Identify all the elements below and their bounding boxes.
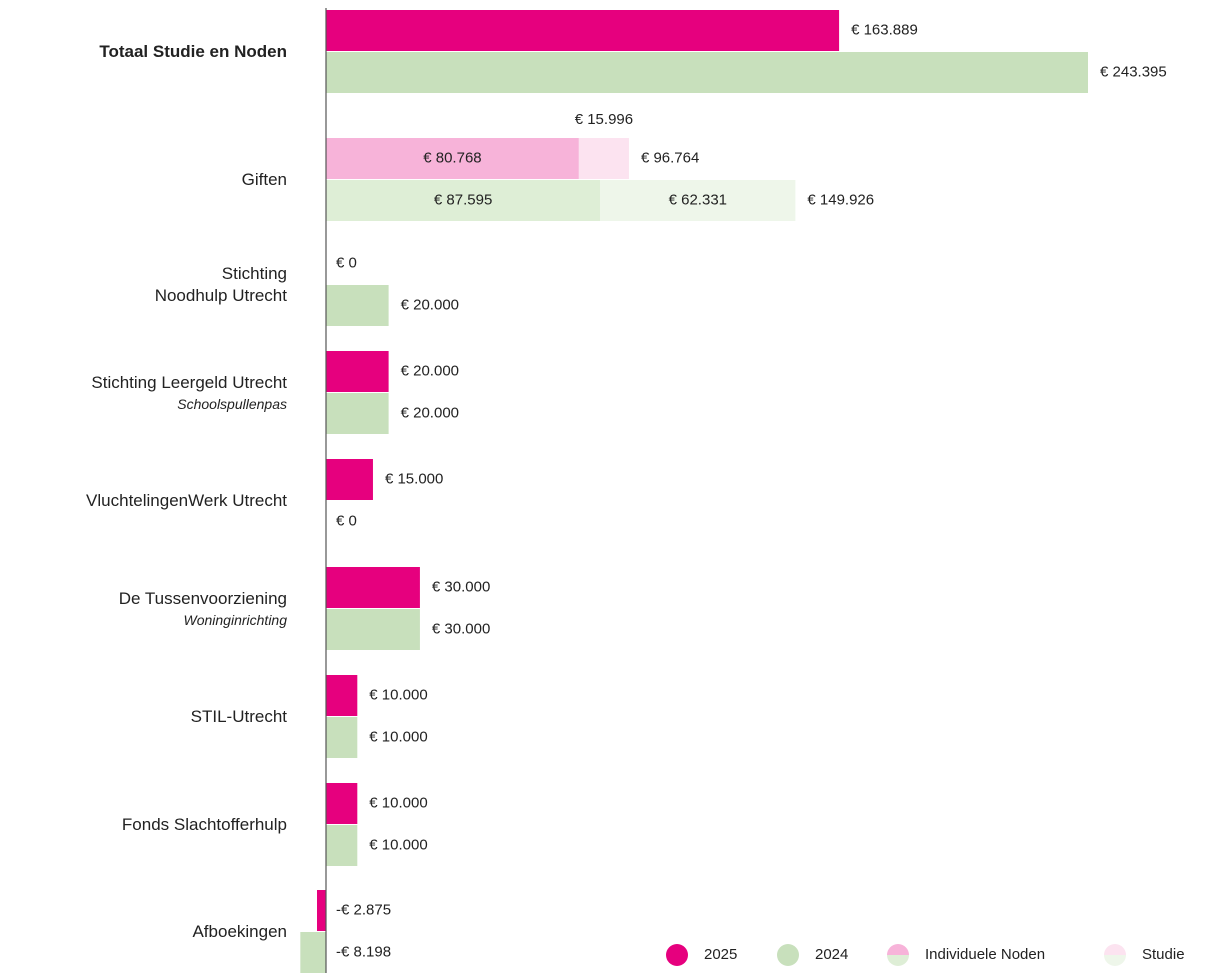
value-label: € 10.000 [369, 686, 427, 703]
value-label: € 10.000 [369, 836, 427, 853]
category-name: De Tussenvoorziening [118, 589, 287, 608]
bar [326, 567, 420, 608]
value-label: € 15.000 [385, 470, 443, 487]
value-label: € 149.926 [807, 191, 874, 208]
value-label: € 10.000 [369, 728, 427, 745]
value-label: € 20.000 [401, 296, 459, 313]
category-name: Totaal Studie en Noden [99, 42, 287, 61]
bar [326, 783, 358, 824]
category-label: Stichting Leergeld Utrecht Schoolspullenp… [91, 372, 287, 414]
legend-label: 2025 [704, 946, 737, 963]
legend-label: Individuele Noden [925, 946, 1045, 963]
bar [326, 675, 358, 716]
bar [326, 285, 389, 326]
segment-label: € 80.768 [423, 149, 481, 166]
value-label: -€ 2.875 [336, 901, 391, 918]
bar-segment [326, 180, 601, 221]
category-name: STIL-Utrecht [190, 707, 287, 726]
bar-segment [326, 138, 579, 179]
bar [326, 825, 358, 866]
category-name: Stichting Leergeld Utrecht [91, 373, 287, 392]
category-name: Fonds Slachtofferhulp [121, 815, 287, 834]
value-label: -€ 8.198 [336, 943, 391, 960]
value-label: € 96.764 [641, 149, 699, 166]
category-label: STIL-Utrecht [191, 706, 287, 728]
segment-label: € 15.996 [575, 111, 633, 128]
legend-swatch-top [1104, 944, 1126, 955]
bar [326, 609, 420, 650]
category-name: Afboekingen [192, 922, 287, 941]
value-label: € 0 [336, 512, 357, 529]
legend-label: Studie [1142, 946, 1185, 963]
category-label: Afboekingen [192, 921, 287, 943]
category-sublabel: Woninginrichting [183, 612, 288, 628]
value-label: € 30.000 [432, 620, 490, 637]
category-label: De Tussenvoorziening Woninginrichting [119, 588, 287, 630]
bar-segment [578, 138, 629, 179]
category-label: Giften [242, 169, 287, 191]
segment-label: € 87.595 [434, 191, 492, 208]
bar [326, 52, 1088, 93]
bar-segment [600, 180, 796, 221]
bar [326, 351, 389, 392]
value-label: € 30.000 [432, 578, 490, 595]
value-label: € 20.000 [401, 362, 459, 379]
value-label: € 10.000 [369, 794, 427, 811]
bar [316, 890, 326, 931]
category-label: VluchtelingenWerk Utrecht [86, 490, 287, 512]
legend-label: 2024 [815, 946, 848, 963]
legend-swatch [666, 944, 688, 966]
bar [326, 393, 389, 434]
category-name: Stichting Noodhulp Utrecht [154, 264, 287, 305]
value-label: € 20.000 [401, 404, 459, 421]
category-name: Giften [241, 170, 287, 189]
category-name: VluchtelingenWerk Utrecht [86, 491, 287, 510]
segment-label: € 62.331 [669, 191, 727, 208]
legend-swatch-bottom [887, 955, 909, 966]
legend-swatch-bottom [1104, 955, 1126, 966]
category-label: Totaal Studie en Noden [99, 41, 287, 63]
bar [326, 459, 373, 500]
legend-swatch [777, 944, 799, 966]
value-label: € 243.395 [1100, 63, 1167, 80]
value-label: € 163.889 [851, 21, 918, 38]
legend-swatch-top [887, 944, 909, 955]
category-sublabel: Schoolspullenpas [177, 396, 287, 412]
category-label: Stichting Noodhulp Utrecht [155, 263, 287, 307]
category-label: Fonds Slachtofferhulp [122, 814, 287, 836]
value-label: € 0 [336, 254, 357, 271]
bar [326, 10, 840, 51]
bar [300, 932, 326, 973]
bar [326, 717, 358, 758]
